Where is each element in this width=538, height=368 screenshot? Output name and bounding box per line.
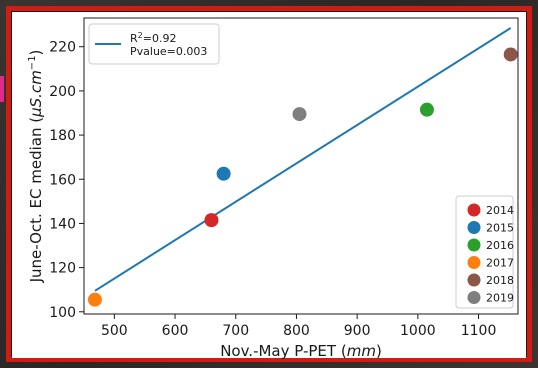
legend-fit-r2: R2=0.92 — [130, 31, 176, 45]
axis-ticks: 500 600 700 800 900 1000 1100 100 120 140 160 180 20… — [49, 40, 496, 339]
y-tick-label: 140 — [49, 216, 76, 232]
y-tick-label: 160 — [49, 172, 76, 188]
legend-label-2016: 2016 — [486, 239, 514, 252]
y-axis-label: June-Oct. EC median (μS.cm−1) — [27, 50, 45, 284]
x-tick-label: 900 — [344, 323, 371, 339]
legend-marker-2018 — [467, 273, 481, 287]
x-axis-label: Nov.-May P-PET (mm) — [220, 342, 382, 360]
point-2015 — [216, 166, 231, 181]
legend-marker-2014 — [467, 203, 481, 217]
legend-fit: R2=0.92 Pvalue=0.003 — [88, 23, 220, 65]
x-tick-label: 800 — [283, 323, 310, 339]
legend-marker-2019 — [467, 291, 481, 304]
legend-label-2014: 2014 — [486, 204, 514, 217]
y-tick-label: 220 — [49, 40, 76, 56]
y-tick-label: 180 — [49, 128, 76, 144]
y-tick-label: 120 — [49, 261, 76, 277]
fit-line-layer — [94, 27, 512, 292]
legend-marker-2015 — [467, 221, 481, 234]
x-tick-label: 1000 — [400, 323, 436, 339]
x-tick-label: 700 — [222, 323, 249, 339]
point-2017 — [87, 292, 102, 307]
legend-marker-2017 — [467, 256, 481, 269]
y-tick-label: 200 — [49, 84, 76, 100]
x-tick-label: 1100 — [461, 323, 497, 339]
x-tick-label: 500 — [101, 323, 128, 339]
legend-label-2019: 2019 — [486, 292, 514, 305]
legend-fit-pvalue: Pvalue=0.003 — [130, 45, 207, 58]
point-2014 — [204, 213, 219, 228]
legend-label-2015: 2015 — [486, 222, 514, 235]
point-2019 — [292, 107, 307, 122]
legend-label-2018: 2018 — [486, 274, 514, 287]
x-tick-label: 600 — [162, 323, 189, 339]
fit-line — [94, 27, 512, 292]
legend-fit-box — [88, 23, 220, 65]
legend-years: 2014 2015 2016 2017 2018 2019 — [455, 195, 514, 309]
point-2018 — [503, 47, 518, 62]
data-points — [87, 47, 518, 307]
y-tick-label: 100 — [49, 305, 76, 321]
plot-area — [83, 17, 519, 315]
legend-label-2017: 2017 — [486, 257, 514, 270]
side-marker — [0, 76, 4, 102]
legend-marker-2016 — [467, 238, 481, 252]
point-2016 — [419, 102, 434, 117]
